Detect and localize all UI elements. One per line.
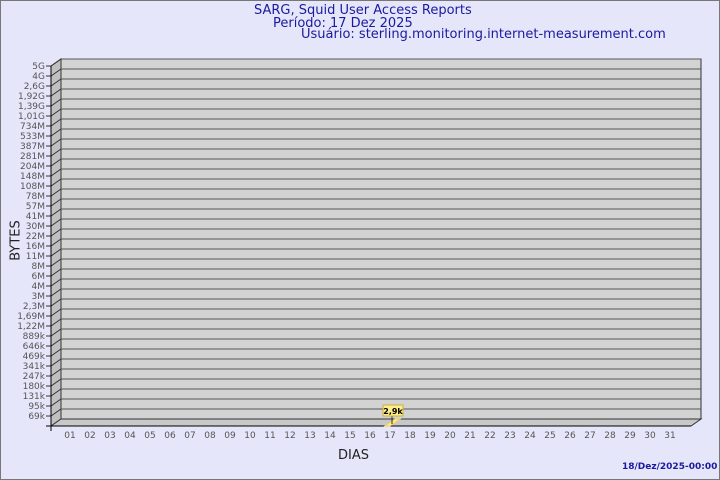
x-tick-label: 24 <box>524 431 536 441</box>
x-tick-label: 02 <box>84 431 95 441</box>
x-tick-label: 09 <box>224 431 236 441</box>
y-tick-label: 8M <box>32 262 46 272</box>
x-tick-label: 25 <box>544 431 555 441</box>
x-tick-label: 03 <box>104 431 115 441</box>
y-tick-label: 4M <box>32 282 46 292</box>
y-tick-label: 3M <box>32 292 46 302</box>
y-tick-label: 108M <box>20 182 45 192</box>
x-tick-label: 26 <box>564 431 576 441</box>
y-tick-label: 341k <box>23 362 46 372</box>
y-tick-label: 16M <box>26 242 45 252</box>
y-tick-label: 247k <box>23 372 46 382</box>
y-tick-label: 4G <box>32 72 45 82</box>
y-tick-label: 69k <box>28 412 45 422</box>
x-tick-label: 15 <box>344 431 355 441</box>
y-tick-label: 1,69M <box>17 312 45 322</box>
y-tick-label: 533M <box>20 132 45 142</box>
x-tick-label: 27 <box>584 431 595 441</box>
data-label: 2,9k <box>383 407 403 416</box>
x-tick-label: 22 <box>484 431 495 441</box>
y-tick-label: 22M <box>26 232 45 242</box>
y-tick-label: 646k <box>23 342 46 352</box>
y-tick-label: 41M <box>26 212 45 222</box>
chart-title: SARG, Squid User Access Reports <box>254 3 472 18</box>
y-tick-label: 1,01G <box>18 112 45 122</box>
x-tick-label: 07 <box>184 431 195 441</box>
x-tick-label: 29 <box>624 431 636 441</box>
y-tick-label: 148M <box>20 172 45 182</box>
y-tick-label: 281M <box>20 152 45 162</box>
x-tick-label: 28 <box>604 431 616 441</box>
x-tick-label: 05 <box>144 431 155 441</box>
period-label: Período: 17 Dez 2025 <box>273 16 413 31</box>
x-tick-label: 14 <box>324 431 336 441</box>
x-axis-label: DIAS <box>338 448 369 463</box>
y-axis-label: BYTES <box>8 220 24 261</box>
x-tick-label: 16 <box>364 431 376 441</box>
data-label-box <box>382 404 404 417</box>
y-tick-label: 57M <box>26 202 45 212</box>
y-tick-label: 387M <box>20 142 45 152</box>
x-tick-label: 06 <box>164 431 176 441</box>
y-tick-label: 2,6G <box>24 82 45 92</box>
y-tick-label: 1,39G <box>18 102 45 112</box>
y-tick-label: 11M <box>26 252 45 262</box>
y-tick-label: 95k <box>28 402 45 412</box>
x-tick-label: 11 <box>264 431 275 441</box>
x-tick-label: 20 <box>444 431 456 441</box>
y-tick-label: 204M <box>20 162 45 172</box>
x-tick-label: 23 <box>504 431 515 441</box>
x-tick-label: 01 <box>64 431 75 441</box>
y-tick-label: 5G <box>32 62 45 72</box>
y-tick-label: 1,92G <box>18 92 45 102</box>
x-tick-label: 13 <box>304 431 315 441</box>
x-tick-label: 08 <box>204 431 216 441</box>
x-tick-label: 04 <box>124 431 136 441</box>
x-tick-label: 12 <box>284 431 295 441</box>
y-tick-label: 180k <box>23 382 46 392</box>
y-tick-label: 734M <box>20 122 45 132</box>
x-tick-label: 30 <box>644 431 656 441</box>
y-tick-label: 1,22M <box>17 322 45 332</box>
y-tick-label: 30M <box>26 222 45 232</box>
y-tick-label: 6M <box>32 272 46 282</box>
x-tick-label: 17 <box>384 431 395 441</box>
plot-floor <box>49 418 703 427</box>
x-tick-label: 19 <box>424 431 436 441</box>
x-tick-label: 21 <box>464 431 475 441</box>
x-tick-label: 31 <box>664 431 675 441</box>
user-label: Usuário: sterling.monitoring.internet-me… <box>301 27 666 42</box>
x-tick-label: 18 <box>404 431 416 441</box>
y-tick-label: 889k <box>23 332 46 342</box>
y-tick-label: 469k <box>23 352 46 362</box>
y-tick-label: 131k <box>23 392 46 402</box>
y-tick-label: 78M <box>26 192 45 202</box>
x-tick-label: 10 <box>244 431 256 441</box>
timestamp: 18/Dez/2025-00:00 <box>622 462 718 472</box>
y-tick-label: 2,3M <box>23 302 45 312</box>
